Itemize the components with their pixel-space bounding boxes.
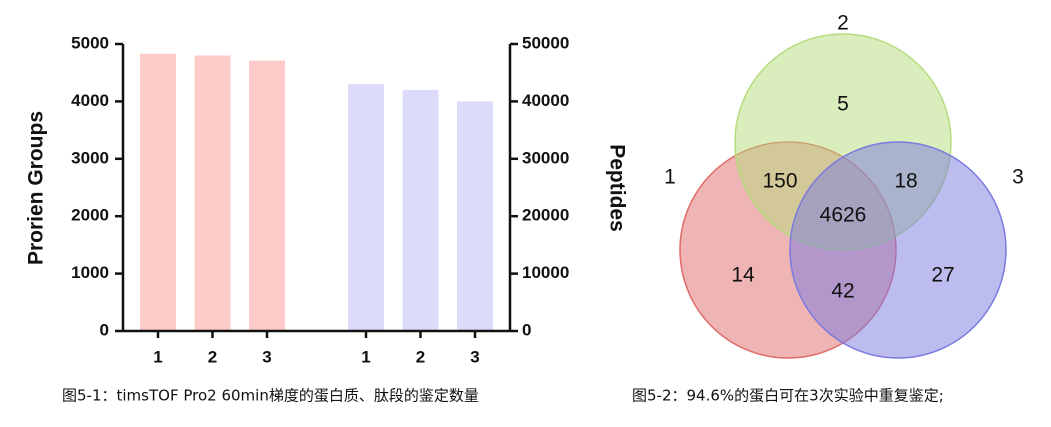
x-tick-label: 2 bbox=[416, 347, 425, 366]
y-tick-label: 3000 bbox=[71, 148, 109, 167]
y2-tick-label: 0 bbox=[522, 320, 531, 339]
bar bbox=[194, 55, 231, 331]
x-tick-label: 2 bbox=[208, 347, 217, 366]
y2-tick-label: 30000 bbox=[522, 148, 569, 167]
y2-tick-label: 20000 bbox=[522, 206, 569, 225]
y2-tick-label: 40000 bbox=[522, 91, 569, 110]
y-tick-label: 2000 bbox=[71, 206, 109, 225]
y-tick-label: 4000 bbox=[71, 91, 109, 110]
x-tick-label: 1 bbox=[153, 347, 162, 366]
x-tick-label: 3 bbox=[262, 347, 271, 366]
venn-set bbox=[789, 141, 1007, 359]
set-label: 3 bbox=[1012, 166, 1024, 189]
caption: 图5-1：timsTOF Pro2 60min梯度的蛋白质、肽段的鉴定数量 bbox=[62, 387, 479, 405]
y-tick-label: 0 bbox=[100, 320, 109, 339]
region-count: 150 bbox=[762, 170, 797, 193]
y2-axis-title: Peptides bbox=[605, 144, 628, 232]
y-tick-label: 1000 bbox=[71, 263, 109, 282]
caption: 图5-2：94.6%的蛋白可在3次实验中重复鉴定; bbox=[632, 387, 944, 405]
region-count: 4626 bbox=[820, 204, 867, 227]
y2-tick-label: 50000 bbox=[522, 33, 569, 52]
region-count: 14 bbox=[731, 264, 755, 287]
set-label: 2 bbox=[837, 12, 849, 35]
bar bbox=[249, 60, 285, 332]
bar bbox=[457, 101, 493, 332]
region-count: 5 bbox=[837, 93, 849, 116]
bar bbox=[402, 89, 439, 331]
bar bbox=[140, 53, 176, 332]
x-tick-label: 3 bbox=[470, 347, 479, 366]
set-label: 1 bbox=[664, 166, 676, 189]
region-count: 27 bbox=[931, 264, 954, 287]
y-axis-title: Prorien Groups bbox=[25, 111, 48, 265]
y-tick-label: 5000 bbox=[71, 33, 109, 52]
y2-tick-label: 10000 bbox=[522, 263, 569, 282]
x-tick-label: 1 bbox=[361, 347, 370, 366]
bar bbox=[348, 84, 384, 332]
region-count: 18 bbox=[894, 170, 917, 193]
region-count: 42 bbox=[831, 280, 854, 303]
